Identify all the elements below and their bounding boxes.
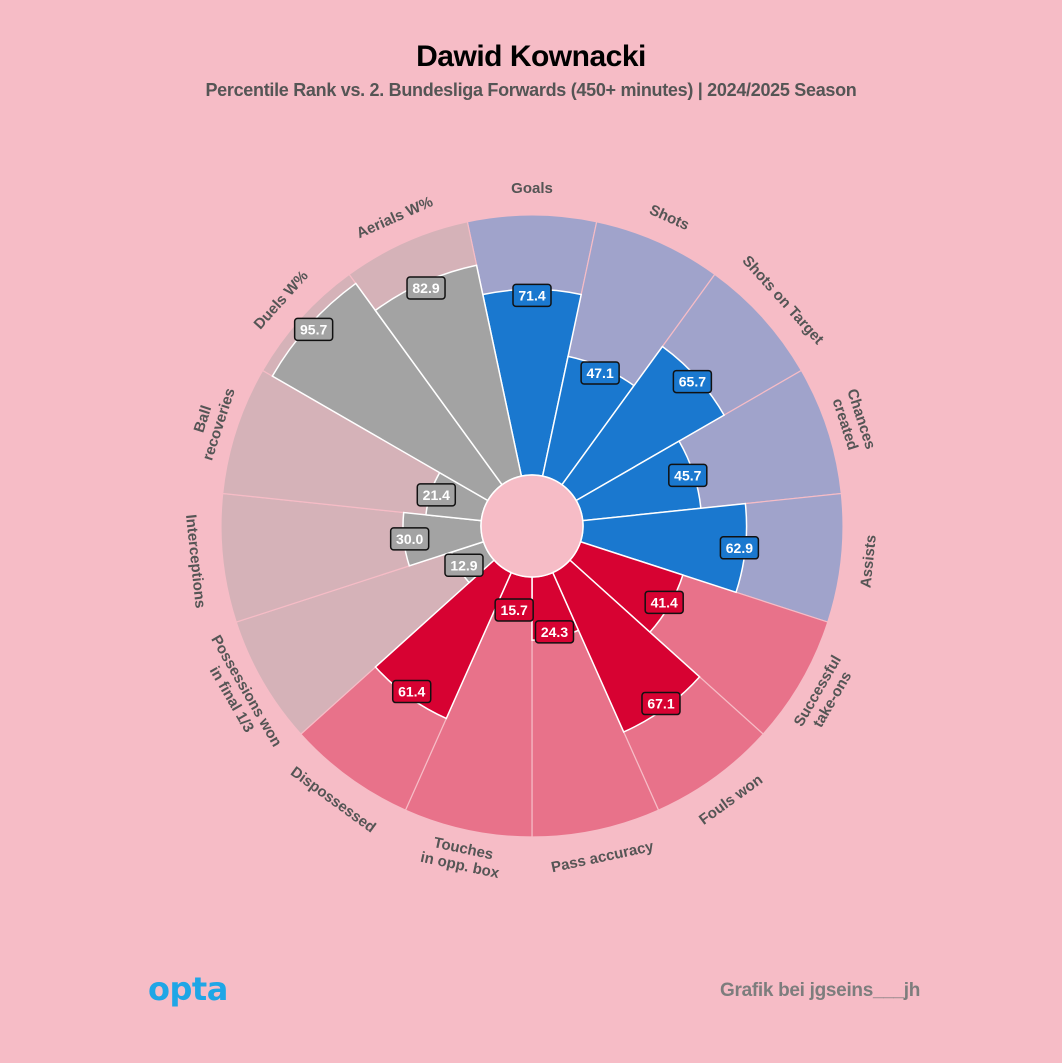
opta-logo: opta	[148, 970, 228, 1008]
value-box-12	[389, 527, 430, 551]
value-label-11: 12.9	[450, 557, 477, 573]
category-label-5: Assists	[857, 534, 879, 589]
value-box-1	[512, 283, 552, 308]
credit-text: Grafik bei jgseins___jh	[720, 980, 921, 1001]
value-box-7	[641, 691, 681, 716]
value-box-8	[534, 620, 575, 644]
value-label-7: 67.1	[647, 696, 674, 712]
value-labels: 71.4 47.1 65.7 45.7 62.9 41.4 67.1 24.3 15.7 61.4…	[293, 276, 760, 716]
value-label-4: 45.7	[674, 467, 701, 483]
value-box-11	[444, 553, 484, 578]
value-box-5	[719, 536, 760, 560]
value-label-14: 95.7	[300, 321, 327, 337]
category-label-4: Chancescreated	[827, 387, 879, 457]
value-box-4	[668, 463, 708, 488]
value-label-3: 65.7	[679, 374, 706, 390]
value-box-2	[580, 361, 620, 385]
category-label-2: Shots	[647, 201, 692, 233]
center-circle	[480, 474, 584, 578]
value-box-3	[672, 369, 713, 394]
value-label-5: 62.9	[726, 540, 753, 556]
category-label-1: Goals	[511, 180, 553, 197]
value-box-9	[494, 598, 534, 622]
value-label-12: 30.0	[396, 531, 423, 547]
value-box-13	[416, 483, 457, 507]
value-label-15: 82.9	[412, 280, 439, 296]
value-label-10: 61.4	[398, 684, 425, 700]
value-label-6: 41.4	[651, 594, 678, 610]
chart-subtitle: Percentile Rank vs. 2. Bundesliga Forwar…	[205, 80, 857, 100]
value-box-6	[644, 590, 684, 615]
category-label-12: Interceptions	[182, 514, 209, 609]
value-label-13: 21.4	[423, 487, 450, 503]
value-label-9: 15.7	[501, 602, 528, 618]
value-box-15	[406, 276, 446, 300]
chart-title: Dawid Kownacki	[416, 40, 646, 73]
value-box-14	[293, 317, 334, 342]
value-label-2: 47.1	[586, 365, 613, 381]
category-label-8: Pass accuracy	[550, 838, 656, 876]
value-label-1: 71.4	[518, 287, 545, 303]
value-label-8: 24.3	[541, 624, 568, 640]
category-label-9: Touchesin opp. box	[419, 832, 505, 882]
value-box-10	[391, 679, 432, 704]
